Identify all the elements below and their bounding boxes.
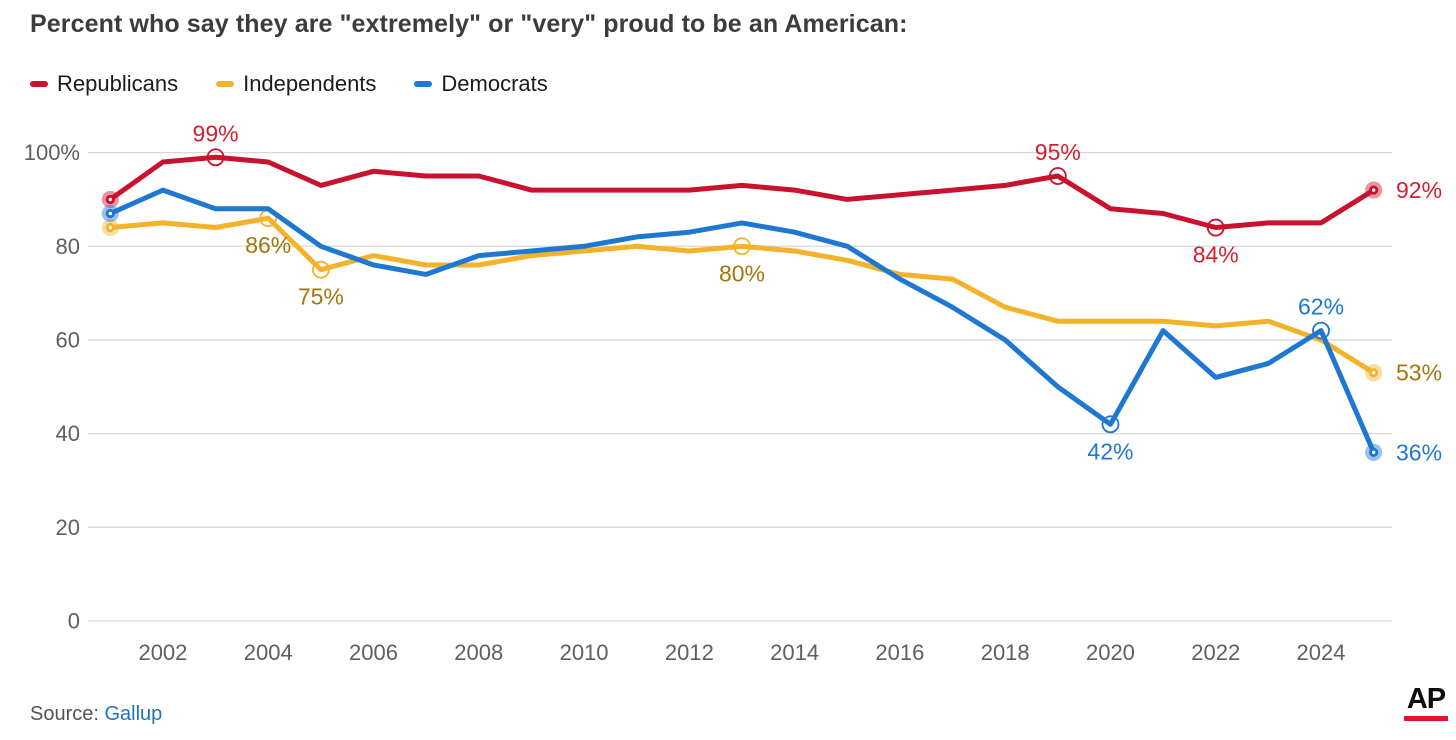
ap-logo-text: AP xyxy=(1406,683,1446,715)
x-axis-tick-label: 2024 xyxy=(1297,640,1346,665)
open-point-marker xyxy=(1048,167,1067,185)
source-link-gallup[interactable]: Gallup xyxy=(104,703,163,725)
legend-item-republicans: Republicans xyxy=(30,71,178,97)
source-prefix: Source: xyxy=(30,703,105,725)
data-point-label: 75% xyxy=(298,284,344,310)
x-axis-tick-label: 2002 xyxy=(138,640,187,665)
x-axis-tick-label: 2018 xyxy=(981,640,1030,665)
data-point-label: 84% xyxy=(1193,242,1239,268)
data-point-label: 92% xyxy=(1396,177,1442,203)
x-axis-tick-label: 2010 xyxy=(560,640,609,665)
open-point-marker xyxy=(206,148,225,167)
data-point-label: 99% xyxy=(193,120,239,146)
open-point-marker xyxy=(311,260,330,279)
legend-label-independents: Independents xyxy=(243,71,377,96)
ap-logo-red-bar xyxy=(1404,716,1448,721)
chart-legend: Republicans Independents Democrats xyxy=(30,71,548,97)
data-point-label: 80% xyxy=(719,260,765,286)
data-point-label: 62% xyxy=(1298,294,1344,320)
x-axis-tick-label: 2006 xyxy=(349,640,398,665)
legend-label-democrats: Democrats xyxy=(441,71,548,96)
endpoint-center-dot xyxy=(1371,188,1376,192)
y-axis-tick-label: 100% xyxy=(24,140,80,165)
endpoint-center-dot xyxy=(1371,450,1376,455)
open-point-marker xyxy=(1101,415,1120,434)
x-axis-tick-label: 2020 xyxy=(1086,640,1135,665)
open-point-marker xyxy=(733,237,751,256)
series-line-democrats xyxy=(107,187,1377,455)
data-point-label: 53% xyxy=(1396,360,1442,386)
x-axis-tick-label: 2014 xyxy=(770,640,819,665)
independents-line-swatch-icon xyxy=(216,81,235,87)
source-line: Source: Gallup xyxy=(30,703,162,726)
y-axis-tick-label: 40 xyxy=(56,421,80,446)
open-point-marker xyxy=(1206,218,1225,237)
x-axis-tick-label: 2016 xyxy=(875,640,924,665)
x-axis-tick-label: 2022 xyxy=(1191,640,1240,665)
republicans-line-swatch-icon xyxy=(30,81,48,87)
legend-label-republicans: Republicans xyxy=(57,71,179,96)
data-point-label: 95% xyxy=(1035,139,1081,165)
legend-item-democrats: Democrats xyxy=(414,71,548,97)
data-point-label: 42% xyxy=(1087,438,1133,464)
endpoint-center-dot xyxy=(108,197,113,202)
data-point-label: 36% xyxy=(1396,439,1442,465)
series-line-independents xyxy=(107,215,1377,376)
y-axis-tick-label: 0 xyxy=(68,609,80,634)
endpoint-center-dot xyxy=(108,211,113,216)
data-point-label: 86% xyxy=(245,232,291,258)
democrats-line-swatch-icon xyxy=(414,81,433,87)
endpoint-center-dot xyxy=(1371,371,1376,375)
ap-logo: AP xyxy=(1404,684,1448,721)
x-axis-tick-label: 2008 xyxy=(454,640,503,665)
y-axis-tick-label: 80 xyxy=(56,234,80,259)
open-point-marker xyxy=(1312,321,1330,340)
x-axis-tick-label: 2004 xyxy=(244,640,293,665)
y-axis-tick-label: 20 xyxy=(56,515,80,540)
legend-item-independents: Independents xyxy=(216,71,376,97)
series-line-republicans xyxy=(107,154,1377,230)
y-axis-tick-label: 60 xyxy=(56,327,80,352)
endpoint-center-dot xyxy=(108,225,113,230)
chart-title: Percent who say they are "extremely" or … xyxy=(30,10,908,38)
x-axis-tick-label: 2012 xyxy=(665,640,714,665)
